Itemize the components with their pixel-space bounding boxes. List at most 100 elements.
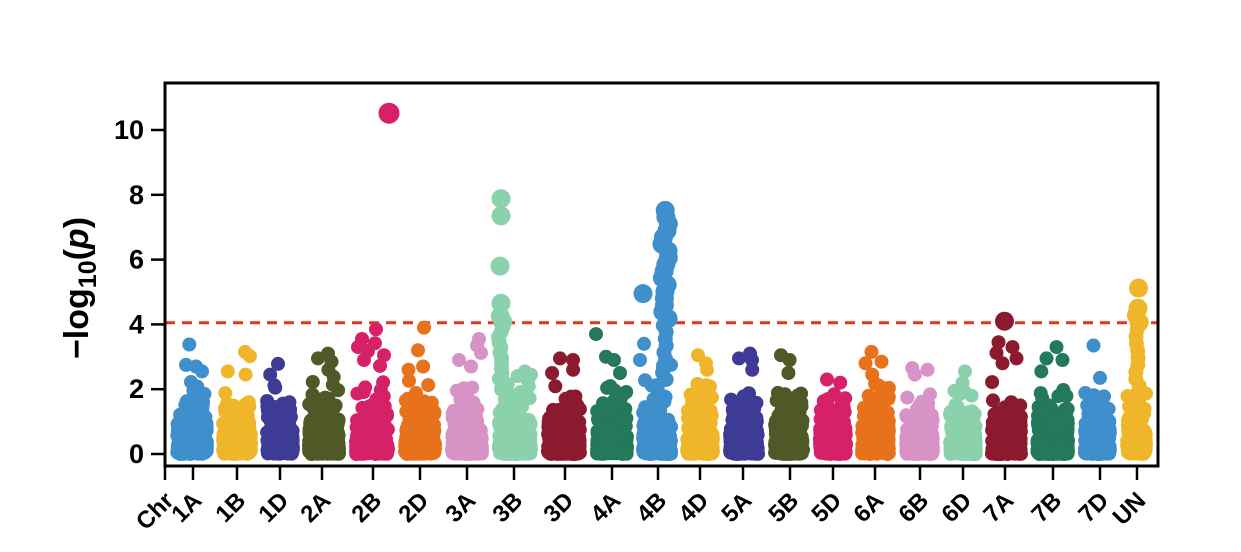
data-point [613,366,627,380]
x-tick-label-2d: 2D [393,487,434,528]
x-tick-label-2a: 2A [295,487,336,528]
data-point [464,359,478,374]
x-tick-label-6b: 6B [893,487,934,528]
data-point [321,362,336,377]
data-point [955,375,970,390]
data-point [452,353,466,367]
data-point [1093,370,1107,385]
data-point [195,364,209,379]
y-tick-label: 0 [129,439,144,469]
x-tick-label-6a: 6A [848,487,889,528]
significant-point [1128,298,1148,318]
data-point [182,337,197,352]
data-point [263,367,278,382]
plot-border [163,81,1160,468]
data-point [989,345,1004,360]
significant-point [995,311,1014,331]
x-tick-label-4a: 4A [585,487,626,528]
chromosome-cluster-1a [170,337,214,461]
significant-point [655,200,675,220]
data-point [782,353,797,367]
x-tick-label-4b: 4B [631,487,672,528]
data-point [820,372,834,387]
data-point [357,353,371,367]
data-point [566,362,581,377]
data-point [1055,353,1070,367]
data-point [920,362,935,377]
x-tick-label-3a: 3A [440,487,481,528]
significant-point [633,284,653,304]
data-point [1005,340,1020,355]
y-tick-label: 8 [129,180,144,210]
x-tick-label-7b: 7B [1026,487,1067,528]
chromosome-cluster-2a [302,346,346,461]
data-point [907,367,922,382]
data-point [417,320,431,335]
data-point [369,322,383,337]
data-point [745,362,760,377]
data-point [1009,351,1024,366]
chromosome-cluster-7d [1078,338,1117,461]
x-tick-label-2b: 2B [346,487,387,528]
data-point [474,345,488,360]
data-point [874,354,889,369]
chromosome-cluster-1d [260,356,300,461]
chromosome-cluster-6b [899,361,940,461]
chromosome-cluster-un [1120,278,1153,461]
chromosome-cluster-4d [680,348,720,461]
x-tick-label-4d: 4D [673,487,714,528]
y-axis-label: −log10(p) [58,217,102,359]
data-point [416,359,431,374]
data-point [238,367,253,382]
data-point [858,356,873,371]
chromosome-cluster-5d [813,372,853,461]
x-tick-label-3b: 3B [487,487,528,528]
chromosome-cluster-5b [768,348,810,461]
significant-point [490,256,510,276]
data-point [781,366,796,380]
significant-point [1129,278,1148,298]
data-point [607,353,621,367]
data-point [991,335,1006,350]
data-point [566,353,580,367]
significant-point [378,102,400,124]
data-point [524,367,538,382]
x-tick-label-3d: 3D [538,487,579,528]
data-point [373,358,387,373]
data-point [401,362,416,377]
data-point [833,375,848,390]
data-point [271,356,285,371]
y-tick-label: 10 [114,115,144,145]
x-tick-label-1d: 1D [253,487,294,528]
chromosome-cluster-5a [723,346,765,461]
data-point [589,327,603,342]
data-point [995,356,1010,371]
y-tick-label: 6 [129,245,144,275]
chromosome-cluster-3d [541,351,587,461]
chromosome-cluster-2d [398,320,442,461]
chromosome-cluster-3a [445,332,489,461]
data-point [1039,351,1054,366]
y-tick-label: 4 [129,309,144,339]
x-tick-label-5b: 5B [763,487,804,528]
significant-point [491,206,511,226]
y-tick-label: 2 [129,374,144,404]
data-point [553,351,567,366]
data-point [411,343,425,358]
data-point [1086,338,1101,353]
chromosome-cluster-6d [943,364,983,461]
data-point [700,362,714,377]
data-point [243,349,257,364]
data-point [637,336,651,351]
data-point [377,348,391,363]
chromosome-cluster-2b [349,102,400,461]
x-tick-label-un: UN [1108,487,1152,531]
chromosome-cluster-7a [985,311,1028,461]
data-point [958,364,972,379]
x-tick-label-7d: 7D [1073,487,1114,528]
data-point [864,344,879,359]
chromosome-cluster-7b [1030,340,1075,461]
